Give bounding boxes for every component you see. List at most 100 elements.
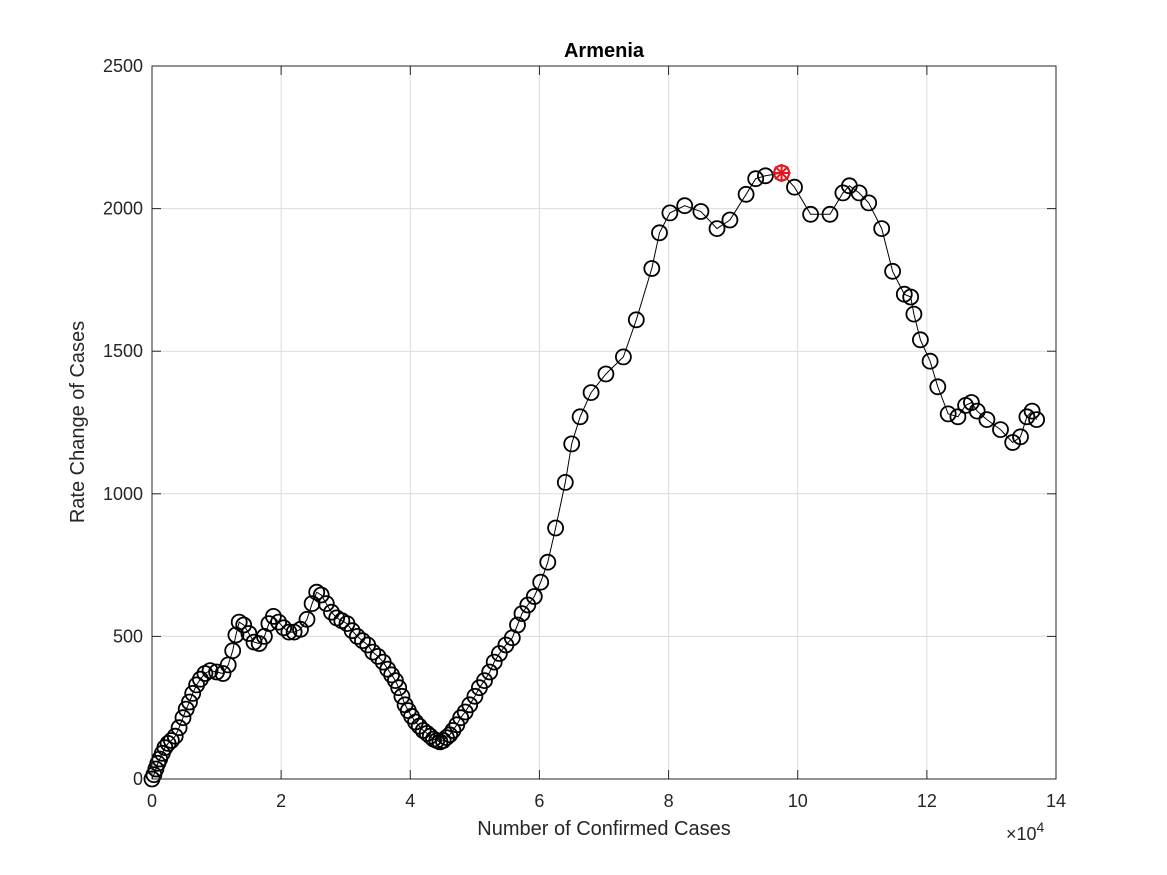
data-point	[912, 331, 929, 349]
data-point	[873, 220, 891, 238]
data-point	[968, 402, 986, 420]
data-point	[902, 288, 920, 306]
data-point	[369, 648, 387, 665]
data-point	[485, 653, 503, 671]
data-point	[978, 411, 996, 429]
data-point	[354, 632, 371, 650]
data-point	[547, 519, 564, 537]
y-tick-label: 500	[113, 626, 143, 646]
data-point	[615, 348, 632, 366]
data-point	[509, 616, 526, 634]
data-point	[921, 352, 939, 370]
data-point	[929, 378, 947, 396]
data-point	[539, 553, 557, 571]
data-point	[519, 596, 537, 614]
data-point	[525, 588, 543, 605]
data-point	[556, 473, 574, 491]
data-point	[235, 616, 253, 634]
data-point	[949, 408, 967, 426]
data-series	[143, 163, 1045, 788]
data-point	[1012, 428, 1029, 446]
data-point	[905, 305, 923, 323]
data-point	[708, 220, 726, 238]
x-axis-exponent-power: 4	[1037, 819, 1045, 835]
data-point	[963, 394, 980, 411]
data-point	[270, 613, 288, 631]
plot-area	[152, 66, 1056, 779]
data-point	[747, 170, 765, 188]
data-point	[461, 696, 479, 714]
data-point	[481, 663, 499, 681]
data-point	[821, 205, 839, 223]
data-point	[317, 595, 335, 612]
data-point	[721, 211, 739, 229]
data-point	[627, 311, 645, 329]
data-point	[476, 672, 493, 689]
data-point	[850, 184, 868, 202]
data-point	[364, 643, 382, 661]
data-point	[643, 260, 661, 277]
data-point	[992, 421, 1009, 439]
data-point	[571, 408, 589, 426]
data-point	[166, 727, 184, 745]
data-point	[170, 719, 188, 737]
data-point	[757, 167, 774, 185]
axis-ticks: 0 2 4 6 8 10 12 14 0 500 1000 1500 2000 2500	[103, 56, 1066, 811]
data-point	[264, 608, 282, 625]
x-tick-label: 8	[664, 791, 674, 811]
x-axis-label: Number of Confirmed Cases	[477, 818, 730, 840]
data-point	[224, 642, 242, 660]
x-tick-label: 4	[405, 791, 415, 811]
data-point	[162, 732, 180, 749]
data-point	[802, 205, 819, 223]
data-point	[191, 670, 209, 688]
data-point	[230, 613, 248, 631]
y-tick-label: 1000	[103, 484, 143, 504]
data-point	[939, 405, 957, 423]
data-point	[692, 203, 710, 220]
data-point	[737, 185, 755, 203]
data-point	[651, 224, 668, 242]
data-point	[280, 623, 298, 641]
chart-title: Armenia	[564, 40, 645, 62]
plot-frame	[151, 65, 1057, 780]
data-point	[184, 685, 202, 702]
x-axis-exponent-base: ×10	[1006, 824, 1037, 844]
data-point	[298, 610, 316, 628]
y-tick-label: 2500	[103, 56, 143, 76]
data-point	[348, 628, 366, 645]
data-point	[452, 709, 470, 727]
data-point	[1023, 402, 1041, 420]
data-point	[786, 178, 803, 196]
x-tick-label: 2	[276, 791, 286, 811]
data-point	[312, 586, 330, 604]
data-point	[393, 687, 411, 705]
y-tick-label: 0	[133, 769, 143, 789]
peak-marker-star	[774, 165, 789, 181]
data-point	[466, 687, 484, 705]
data-point	[1028, 411, 1045, 429]
x-tick-label: 10	[788, 791, 808, 811]
data-point	[240, 625, 258, 642]
data-point	[214, 665, 232, 682]
data-point	[661, 204, 679, 222]
data-point	[343, 622, 361, 640]
data-point	[490, 645, 508, 662]
data-point	[582, 384, 600, 402]
peak-marker	[772, 163, 791, 182]
data-point	[308, 583, 326, 601]
x-tick-label: 14	[1046, 791, 1066, 811]
data-point	[676, 197, 694, 215]
data-point	[1018, 408, 1036, 426]
x-tick-label: 12	[917, 791, 937, 811]
x-tick-label: 6	[534, 791, 544, 811]
y-axis-label: Rate Change of Cases	[67, 321, 89, 523]
data-point	[390, 679, 408, 697]
data-point	[563, 435, 581, 453]
data-point	[597, 365, 615, 383]
data-point	[323, 603, 340, 621]
data-point	[532, 573, 550, 591]
data-point	[860, 194, 878, 212]
y-tick-label: 2000	[103, 199, 143, 219]
data-point	[201, 662, 219, 679]
